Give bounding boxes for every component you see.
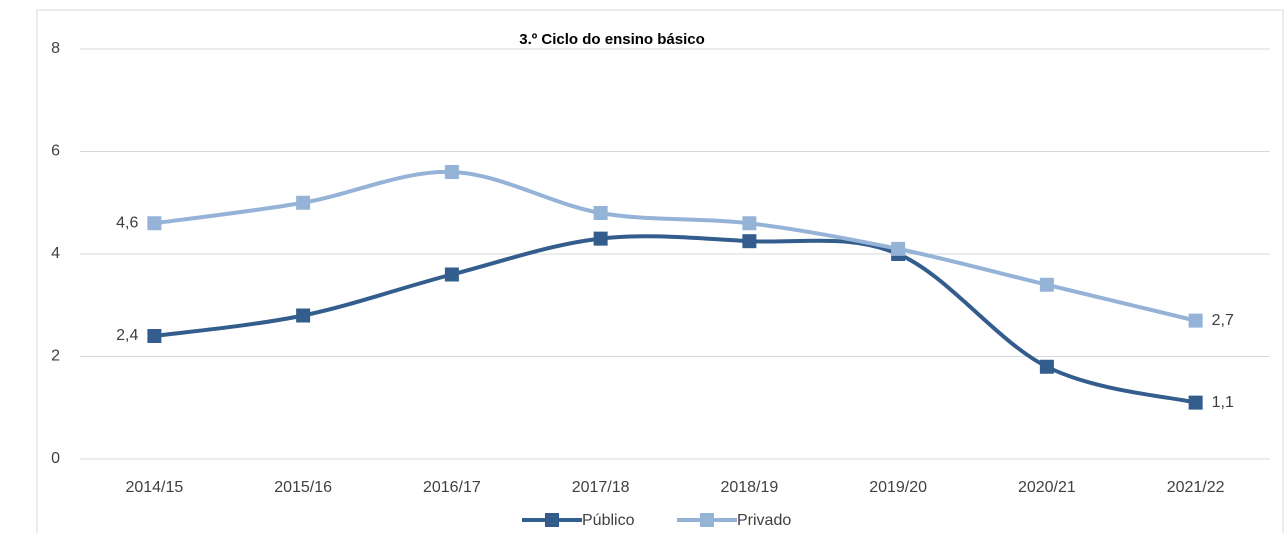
y-tick-label: 8: [51, 40, 60, 57]
point-marker: [147, 216, 162, 231]
point-marker: [1188, 313, 1203, 328]
point-marker: [296, 308, 311, 323]
point-marker: [891, 241, 906, 256]
y-tick-label: 2: [51, 348, 60, 365]
data-label: 4,6: [116, 214, 138, 231]
point-marker: [1039, 359, 1054, 374]
chart-border: [36, 9, 1284, 538]
series-line: [154, 234, 1197, 405]
x-tick-label: 2018/19: [720, 479, 778, 496]
point-marker: [147, 329, 162, 343]
point-marker: [742, 216, 757, 231]
x-tick-label: 2021/22: [1167, 479, 1225, 496]
legend-marker: [700, 513, 714, 527]
x-tick-label: 2020/21: [1018, 479, 1076, 496]
point-marker: [593, 231, 608, 246]
x-tick-label: 2019/20: [869, 479, 927, 496]
x-tick-label: 2014/15: [125, 479, 183, 496]
legend-marker: [545, 513, 559, 527]
series-line: [154, 169, 1197, 323]
point-marker: [296, 195, 311, 210]
point-marker: [444, 165, 459, 179]
y-tick-label: 6: [51, 143, 60, 160]
point-marker: [742, 234, 757, 249]
point-marker: [1188, 395, 1203, 410]
data-label: 2,4: [116, 327, 138, 344]
data-label: 2,7: [1212, 312, 1234, 329]
point-marker: [593, 206, 608, 220]
point-marker: [1039, 277, 1054, 292]
legend-label: Público: [582, 512, 635, 529]
data-label: 1,1: [1212, 394, 1234, 411]
x-tick-label: 2015/16: [274, 479, 332, 496]
point-marker: [444, 267, 459, 282]
chart-title: 3.º Ciclo do ensino básico: [519, 31, 705, 48]
x-tick-label: 2017/18: [572, 479, 630, 496]
y-tick-label: 0: [51, 450, 60, 467]
x-tick-label: 2016/17: [423, 479, 481, 496]
legend-label: Privado: [737, 512, 791, 529]
y-tick-label: 4: [51, 245, 60, 262]
